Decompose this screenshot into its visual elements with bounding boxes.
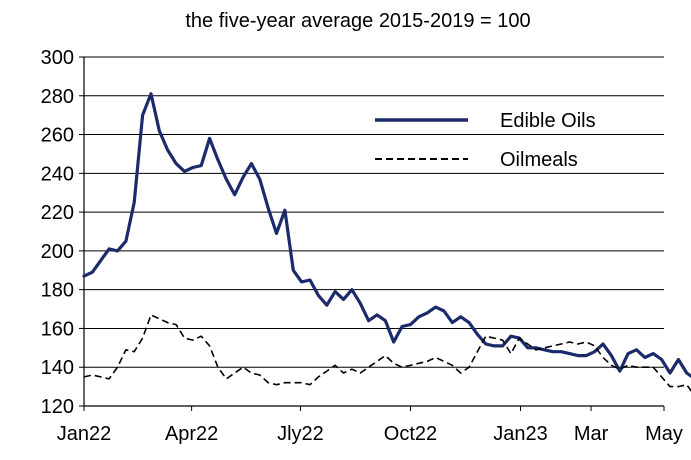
x-tick-label: Jan22: [57, 423, 112, 445]
y-tick-label: 240: [41, 163, 74, 185]
y-tick-label: 260: [41, 125, 74, 147]
x-tick-label: Mar: [574, 423, 609, 445]
y-tick-labels: 120 140 160 180 200 220 240 260 280 300: [41, 47, 74, 418]
y-tick-label: 160: [41, 318, 74, 340]
y-tick-label: 120: [41, 396, 74, 418]
series-lines: [82, 92, 691, 393]
x-tick-label: Oct22: [384, 423, 437, 445]
y-tick-label: 220: [41, 202, 74, 224]
y-tick-label: 180: [41, 280, 74, 302]
chart-title: the five-year average 2015-2019 = 100: [185, 10, 530, 32]
x-tick-label: Jly22: [277, 423, 324, 445]
x-tick-label: Jan23: [493, 423, 548, 445]
gridlines: [84, 56, 664, 368]
y-tick-label: 140: [41, 357, 74, 379]
legend-label: Edible Oils: [500, 110, 596, 132]
legend-label: Oilmeals: [500, 149, 578, 171]
y-tick-label: 200: [41, 241, 74, 263]
x-tick-label: May: [645, 423, 683, 445]
edible-oils-series-line: [82, 92, 691, 378]
oilmeals-series-line: [83, 314, 691, 393]
y-tick-label: 300: [41, 47, 74, 69]
x-tick-label: Apr22: [165, 423, 218, 445]
y-tick-label: 280: [41, 86, 74, 108]
legend: Edible Oils Oilmeals: [375, 110, 596, 171]
axes: [79, 56, 665, 411]
x-tick-labels: Jan22 Apr22 Jly22 Oct22 Jan23 Mar May: [57, 423, 683, 445]
